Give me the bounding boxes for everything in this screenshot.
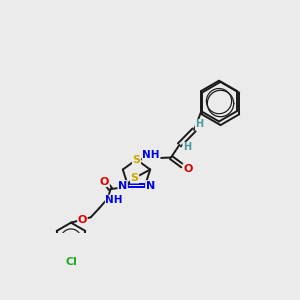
Text: O: O xyxy=(78,215,87,225)
Text: O: O xyxy=(100,177,109,187)
Text: N: N xyxy=(118,181,127,190)
Text: S: S xyxy=(133,154,140,165)
Text: Cl: Cl xyxy=(65,257,77,267)
Text: O: O xyxy=(183,164,193,174)
Text: N: N xyxy=(146,181,155,190)
Text: NH: NH xyxy=(105,195,123,205)
Text: NH: NH xyxy=(142,150,160,160)
Text: H: H xyxy=(195,119,204,130)
Text: H: H xyxy=(183,142,191,152)
Text: S: S xyxy=(130,173,139,183)
